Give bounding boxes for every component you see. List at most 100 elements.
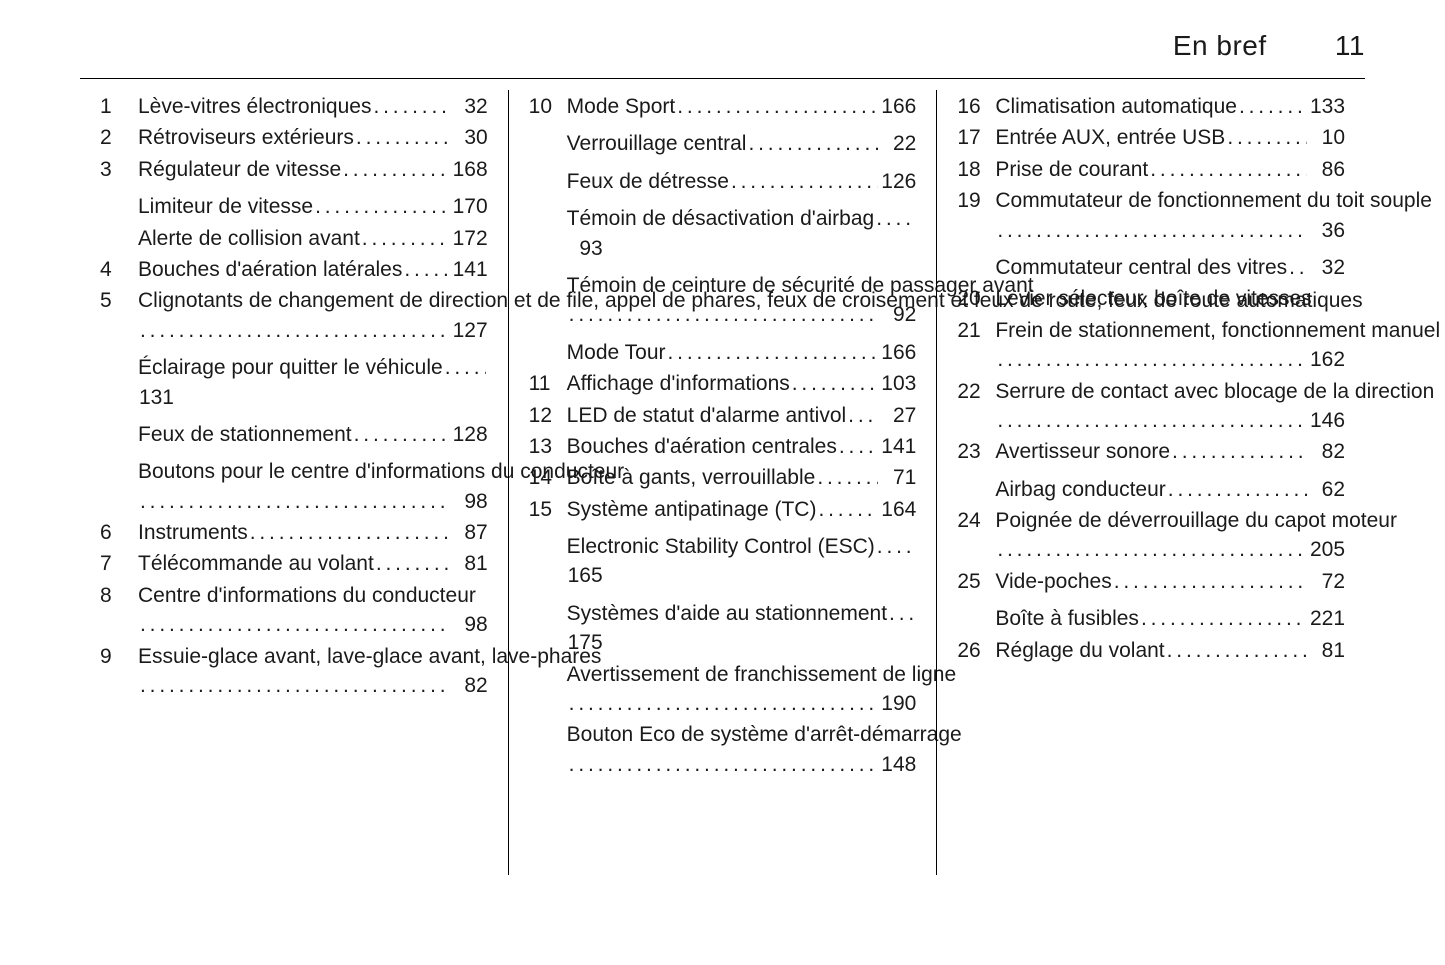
toc-entry-body: Bouches d'aération centrales141 <box>567 432 917 461</box>
toc-entry: 24Poignée de déverrouillage du capot mot… <box>957 506 1345 565</box>
toc-entry-label: LED de statut d'alarme antivol <box>567 401 847 430</box>
toc-leader-dots <box>997 220 1307 245</box>
toc-entry-page: 172 <box>452 224 488 253</box>
toc-entry-label: Alerte de collision avant <box>138 224 360 253</box>
toc-entry-number: 16 <box>957 92 995 121</box>
toc-leader-dots <box>140 614 450 639</box>
toc-entry-body: Serrure de contact avec blocage de la di… <box>995 377 1345 436</box>
toc-leader-dots <box>677 96 878 121</box>
toc-entry-label: Télécommande au volant <box>138 549 374 578</box>
page-header: En bref 11 <box>1173 30 1365 62</box>
toc-entry-body: Feux de détresse126 <box>567 167 917 196</box>
toc-entry-body: Electronic Stability Control (ESC)165 <box>567 532 917 591</box>
toc-entry-body: Prise de courant86 <box>995 155 1345 184</box>
toc-entry-page: 190 <box>880 689 916 718</box>
toc-entry-body: Limiteur de vitesse170 <box>138 192 488 221</box>
toc-leader-dots <box>668 342 879 367</box>
toc-entry: 21Frein de stationnement, fonctionnement… <box>957 316 1345 375</box>
toc-entry-page: 148 <box>880 750 916 779</box>
toc-entry: 11Affichage d'informations103 <box>529 369 917 398</box>
toc-entry: Avertissement de franchissement de ligne… <box>529 660 917 719</box>
toc-entry-body: Affichage d'informations103 <box>567 369 917 398</box>
toc-entry-label: Electronic Stability Control (ESC) <box>567 532 875 561</box>
toc-leader-dots <box>1168 479 1307 504</box>
toc-entry-page: 164 <box>880 495 916 524</box>
toc-entry-label: Boîte à fusibles <box>995 604 1139 633</box>
toc-entry-number: 19 <box>957 186 995 215</box>
toc-entry: Systèmes d'aide au stationnement175 <box>529 599 917 658</box>
section-title: En bref <box>1173 30 1267 61</box>
toc-entry-page: 93 <box>567 234 603 263</box>
toc-leader-dots <box>748 134 878 159</box>
toc-entry-body: Vide-poches72 <box>995 567 1345 596</box>
toc-entry-page: 32 <box>452 92 488 121</box>
toc-entry-label: Serrure de contact avec blocage de la di… <box>995 377 1434 406</box>
toc-entry-body: Témoin de ceinture de sécurité de passag… <box>567 271 917 330</box>
toc-entry: 12LED de statut d'alarme antivol27 <box>529 401 917 430</box>
toc-leader-dots <box>848 405 878 430</box>
toc-leader-dots <box>140 675 450 700</box>
toc-entry-number: 23 <box>957 437 995 466</box>
toc-entry-body: Avertisseur sonore82 <box>995 437 1345 466</box>
toc-entry-label: Lève-vitres électroniques <box>138 92 371 121</box>
toc-entry-page: 221 <box>1309 604 1345 633</box>
toc-entry-body: Rétroviseurs extérieurs30 <box>138 123 488 152</box>
toc-leader-dots <box>839 436 878 461</box>
toc-entry-page: 146 <box>1309 406 1345 435</box>
toc-entry-number: 14 <box>529 463 567 492</box>
toc-entry-page: 82 <box>452 671 488 700</box>
toc-entry-body: Poignée de déverrouillage du capot moteu… <box>995 506 1345 565</box>
toc-entry-body: Système antipatinage (TC)164 <box>567 495 917 524</box>
toc-entry: Bouton Eco de système d'arrêt-démarrage1… <box>529 720 917 779</box>
toc-entry-label: Témoin de désactivation d'airbag <box>567 204 875 233</box>
toc-entry-label: Vide-poches <box>995 567 1111 596</box>
toc-leader-dots <box>569 693 879 718</box>
toc-entry-label: Boîte à gants, verrouillable <box>567 463 816 492</box>
toc-entry-body: Levier sélecteur, boîte de vitesses <box>995 284 1345 313</box>
toc-leader-dots <box>1227 128 1307 153</box>
toc-entry-page: 103 <box>880 369 916 398</box>
toc-column-3: 16Climatisation automatique13317Entrée A… <box>936 90 1365 875</box>
toc-entry: Electronic Stability Control (ESC)165 <box>529 532 917 591</box>
toc-entry-body: Entrée AUX, entrée USB 10 <box>995 123 1345 152</box>
header-rule <box>80 78 1365 79</box>
toc-entry: Airbag conducteur 62 <box>957 475 1345 504</box>
toc-entry-body: Centre d'informations du conducteur98 <box>138 581 488 640</box>
toc-entry-body: Alerte de collision avant 172 <box>138 224 488 253</box>
toc-entry-body: Essuie-glace avant, lave-glace avant, la… <box>138 642 488 701</box>
toc-entry-number: 10 <box>529 92 567 121</box>
toc-entry-body: Boîte à fusibles 221 <box>995 604 1345 633</box>
toc-entry: Feux de stationnement128 <box>100 420 488 449</box>
toc-leader-dots <box>376 554 450 579</box>
toc-entry-body: Frein de stationnement, fonctionnement m… <box>995 316 1345 375</box>
toc-entry-page: 10 <box>1309 123 1345 152</box>
toc-entry-label: Poignée de déverrouillage du capot moteu… <box>995 506 1397 535</box>
toc-entry-label: Entrée AUX, entrée USB <box>995 123 1225 152</box>
toc-entry: 15Système antipatinage (TC)164 <box>529 495 917 524</box>
toc-entry-body: Réglage du volant81 <box>995 636 1345 665</box>
toc-leader-dots <box>877 536 915 561</box>
toc-entry: 3Régulateur de vitesse168 <box>100 155 488 184</box>
toc-entry: 10Mode Sport166 <box>529 92 917 121</box>
toc-entry-body: Télécommande au volant81 <box>138 549 488 578</box>
toc-entry-page: 98 <box>452 487 488 516</box>
toc-entry: Limiteur de vitesse170 <box>100 192 488 221</box>
toc-entry: Témoin de ceinture de sécurité de passag… <box>529 271 917 330</box>
toc-entry-page: 165 <box>567 561 603 590</box>
toc-entry-page: 81 <box>1309 636 1345 665</box>
toc-entry-page: 131 <box>138 383 174 412</box>
toc-entry: 20Levier sélecteur, boîte de vitesses <box>957 284 1345 313</box>
toc-entry-label: Instruments <box>138 518 248 547</box>
toc-entry: 14Boîte à gants, verrouillable71 <box>529 463 917 492</box>
toc-entry-number: 4 <box>100 255 138 284</box>
toc-leader-dots <box>1114 571 1307 596</box>
toc-entry-body: Avertissement de franchissement de ligne… <box>567 660 917 719</box>
toc-entry-label: Airbag conducteur <box>995 475 1165 504</box>
toc-entry: 23Avertisseur sonore82 <box>957 437 1345 466</box>
toc-entry-label: Feux de détresse <box>567 167 729 196</box>
toc-entry-number: 22 <box>957 377 995 406</box>
toc-entry-body: Mode Sport166 <box>567 92 917 121</box>
toc-entry-page: 62 <box>1309 475 1345 504</box>
toc-entry: 9Essuie-glace avant, lave-glace avant, l… <box>100 642 488 701</box>
toc-entry-number: 21 <box>957 316 995 345</box>
